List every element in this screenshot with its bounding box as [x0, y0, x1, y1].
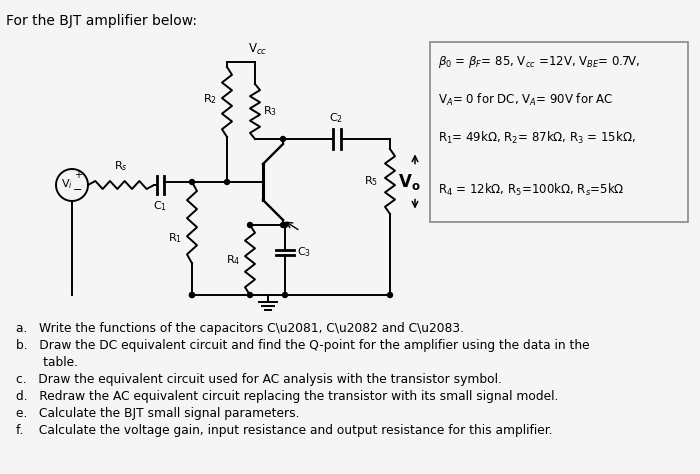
Circle shape [190, 292, 195, 298]
Text: V$_A$= 0 for DC, V$_A$= 90V for AC: V$_A$= 0 for DC, V$_A$= 90V for AC [438, 92, 613, 108]
Text: c.   Draw the equivalent circuit used for AC analysis with the transistor symbol: c. Draw the equivalent circuit used for … [16, 373, 502, 386]
Text: V$_{cc}$: V$_{cc}$ [248, 42, 267, 57]
Circle shape [283, 222, 288, 228]
Circle shape [388, 292, 393, 298]
Text: R$_1$: R$_1$ [168, 232, 182, 246]
Text: C$_1$: C$_1$ [153, 199, 167, 213]
Circle shape [283, 292, 288, 298]
Text: −: − [74, 185, 83, 195]
Text: R$_4$: R$_4$ [225, 253, 240, 267]
FancyBboxPatch shape [430, 42, 688, 222]
Text: $\beta_0$ = $\beta_F$= 85, V$_{cc}$ =12V, V$_{BE}$= 0.7V,: $\beta_0$ = $\beta_F$= 85, V$_{cc}$ =12V… [438, 54, 640, 70]
Text: $\mathbf{V_o}$: $\mathbf{V_o}$ [398, 172, 421, 191]
Text: R$_4$ = 12k$\Omega$, R$_5$=100k$\Omega$, R$_s$=5k$\Omega$: R$_4$ = 12k$\Omega$, R$_5$=100k$\Omega$,… [438, 182, 624, 198]
Text: e.   Calculate the BJT small signal parameters.: e. Calculate the BJT small signal parame… [16, 407, 300, 420]
Circle shape [190, 292, 195, 298]
Circle shape [248, 292, 253, 298]
Text: a.   Write the functions of the capacitors C\u2081, C\u2082 and C\u2083.: a. Write the functions of the capacitors… [16, 322, 464, 335]
Text: R$_2$: R$_2$ [203, 92, 217, 106]
Text: f.    Calculate the voltage gain, input resistance and output resistance for thi: f. Calculate the voltage gain, input res… [16, 424, 552, 437]
Text: R$_5$: R$_5$ [364, 174, 378, 188]
Circle shape [281, 137, 286, 142]
Text: C$_3$: C$_3$ [297, 245, 311, 259]
Text: +: + [74, 170, 82, 180]
Text: R$_3$: R$_3$ [263, 105, 277, 118]
Text: R$_1$= 49k$\Omega$, R$_2$= 87k$\Omega$, R$_3$ = 15k$\Omega$,: R$_1$= 49k$\Omega$, R$_2$= 87k$\Omega$, … [438, 130, 636, 146]
Circle shape [190, 180, 195, 184]
Text: d.   Redraw the AC equivalent circuit replacing the transistor with its small si: d. Redraw the AC equivalent circuit repl… [16, 390, 559, 403]
Circle shape [225, 180, 230, 184]
Text: V$_i$: V$_i$ [61, 177, 73, 191]
Text: For the BJT amplifier below:: For the BJT amplifier below: [6, 14, 197, 28]
Text: C$_2$: C$_2$ [330, 111, 344, 125]
Circle shape [248, 222, 253, 228]
Circle shape [281, 222, 286, 228]
Text: b.   Draw the DC equivalent circuit and find the Q-point for the amplifier using: b. Draw the DC equivalent circuit and fi… [16, 339, 589, 352]
Text: R$_s$: R$_s$ [114, 159, 128, 173]
Text: table.: table. [16, 356, 78, 369]
